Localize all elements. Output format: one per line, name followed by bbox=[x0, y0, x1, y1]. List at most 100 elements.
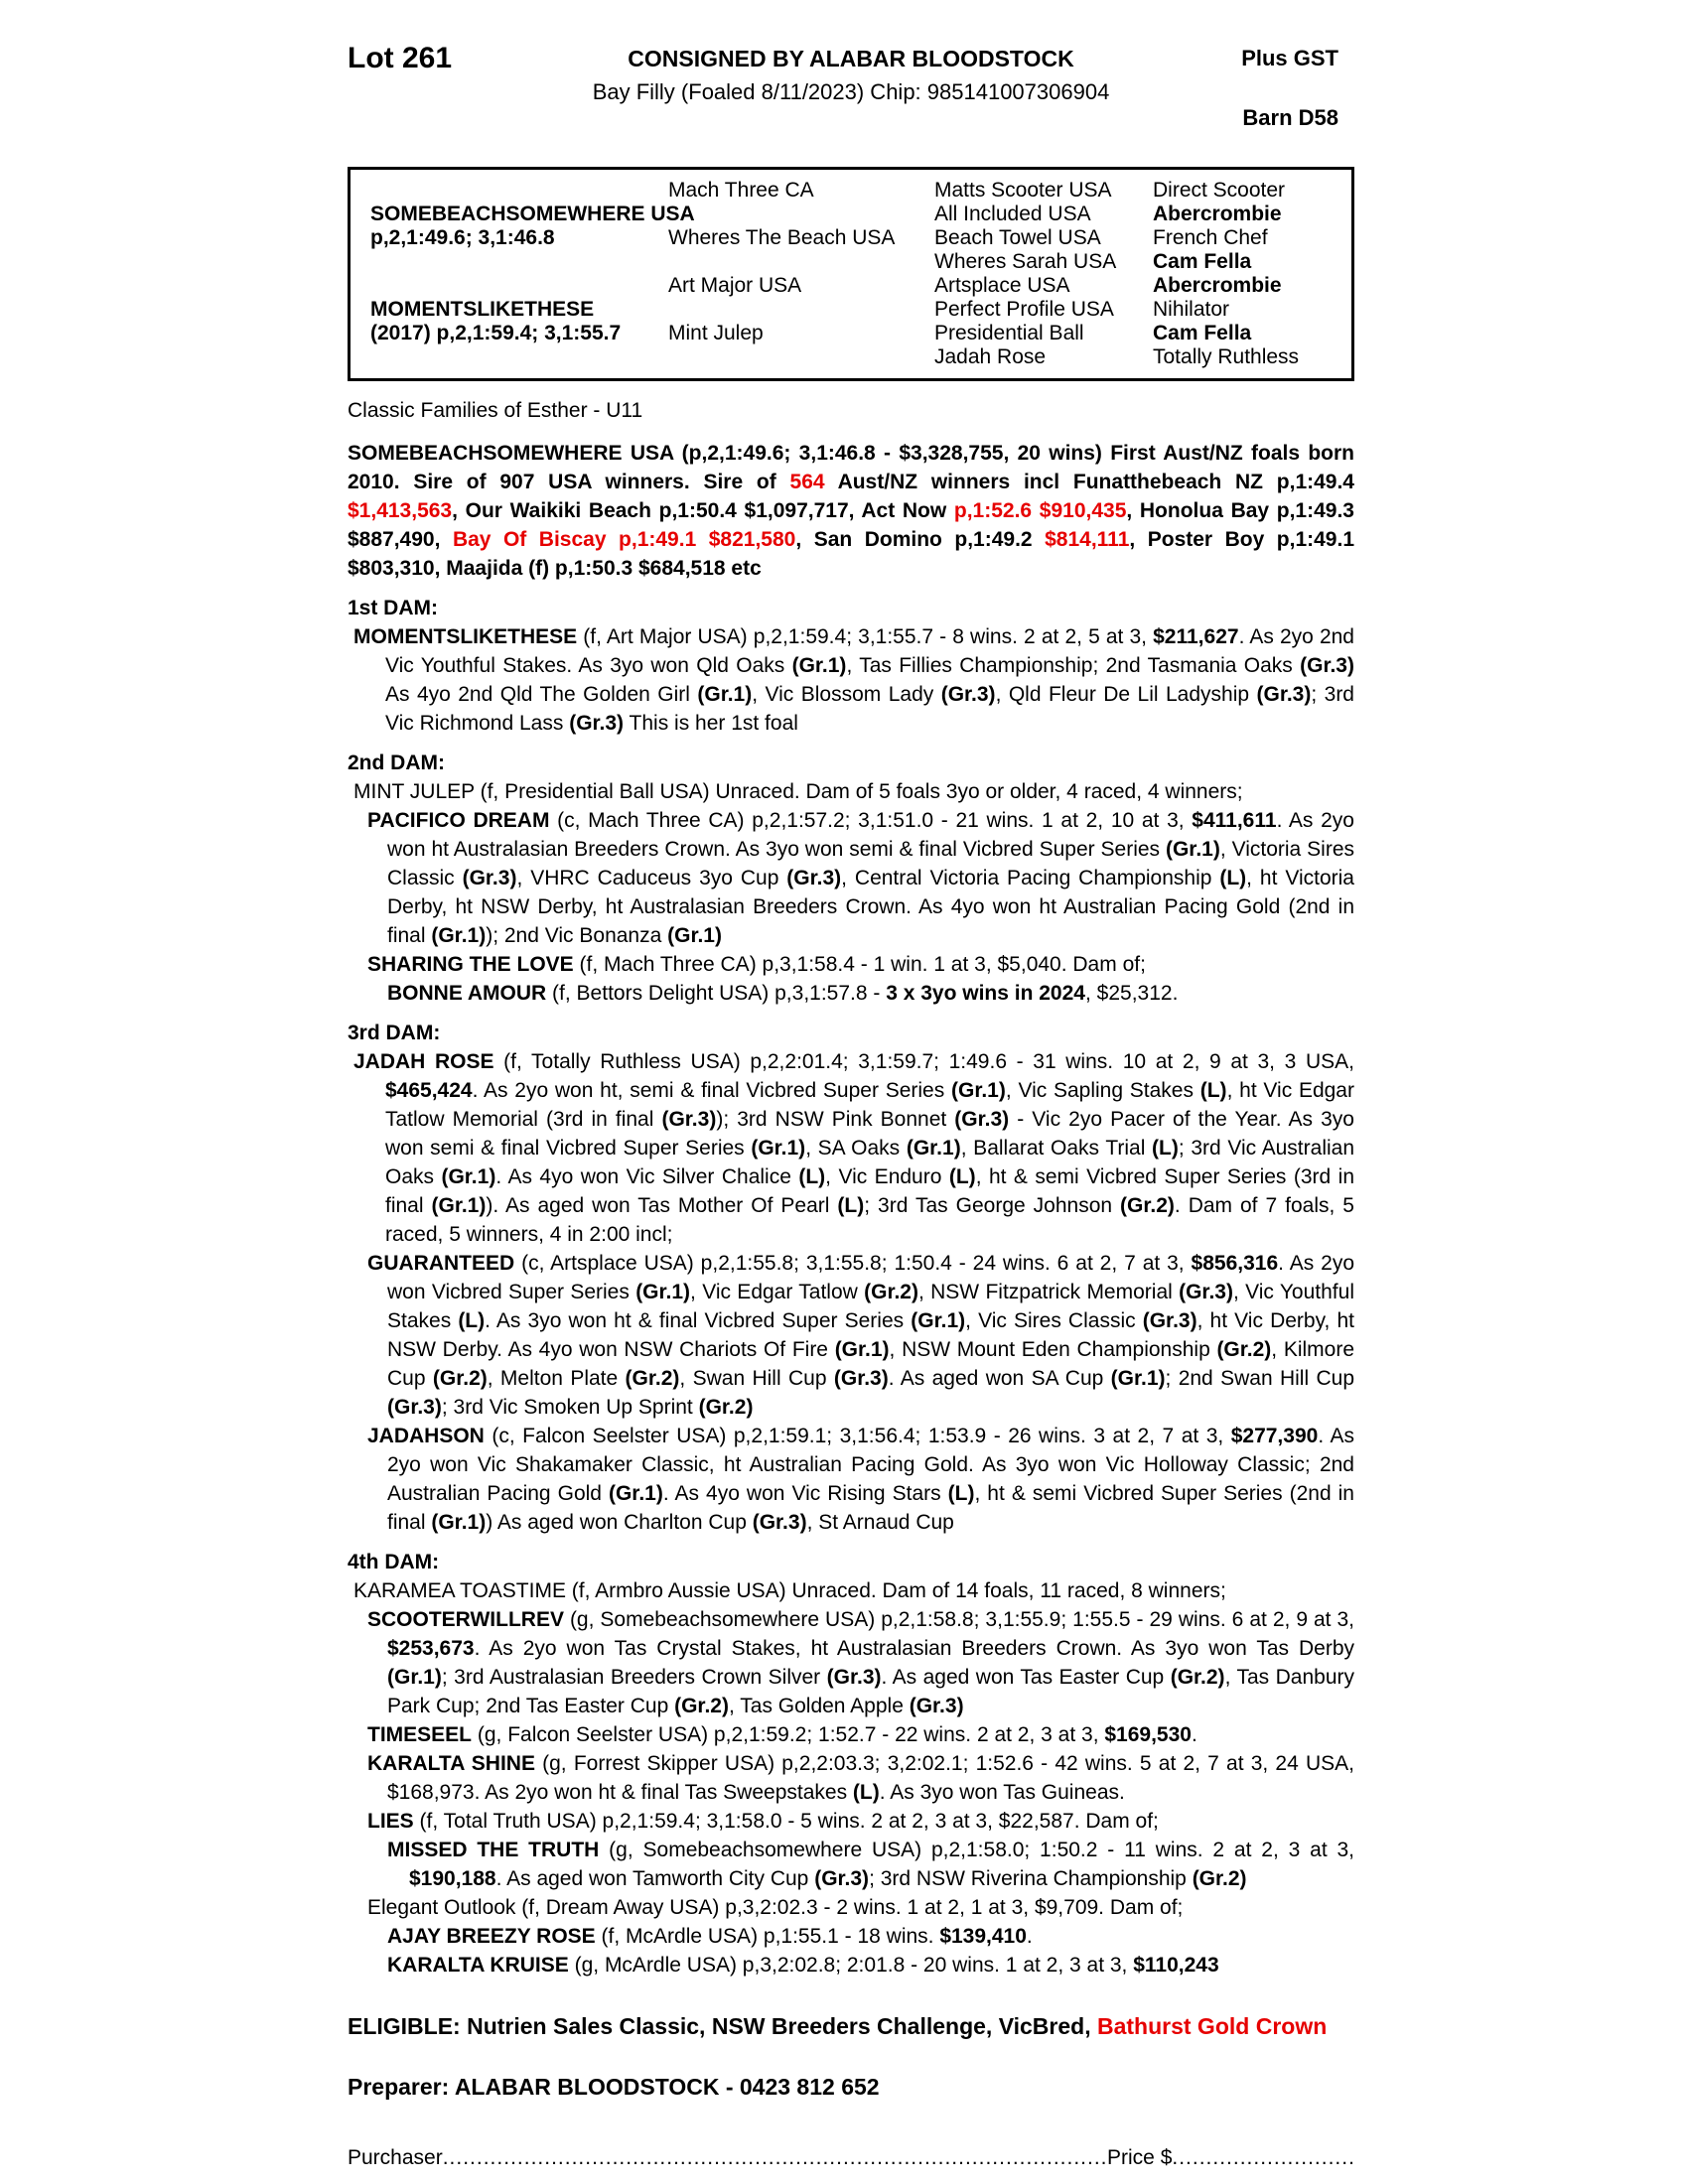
text-segment: ; 3rd Tas George Johnson bbox=[864, 1194, 1121, 1217]
text-segment: , St Arnaud Cup bbox=[806, 1511, 954, 1534]
pedigree-cell: Jadah Rose bbox=[934, 345, 1047, 368]
text-segment: . As 2yo won ht, semi & final Vicbred Su… bbox=[472, 1079, 951, 1102]
text-segment: , Our Waikiki Beach p,1:50.4 $1,097,717,… bbox=[452, 499, 954, 522]
text-segment: (Gr.3) bbox=[569, 712, 625, 735]
pedigree-cell: Artsplace USA bbox=[934, 274, 1070, 297]
text-segment: This is her 1st foal bbox=[624, 712, 798, 735]
text-segment: (L) bbox=[1219, 867, 1247, 889]
text-segment: , ht & semi Vicbred Super Series (2nd in… bbox=[387, 1482, 1354, 1534]
text-segment: (c, Falcon Seelster USA) p,2,1:59.1; 3,1… bbox=[484, 1425, 1231, 1447]
text-segment: (Gr.1) bbox=[667, 924, 722, 947]
text-segment: $211,627 bbox=[1153, 625, 1239, 648]
text-segment: , Tas Golden Apple bbox=[728, 1695, 910, 1717]
pedigree-cell: SOMEBEACHSOMEWHERE USA bbox=[370, 203, 695, 225]
text-segment: , Qld Fleur De Lil Ladyship bbox=[995, 683, 1257, 706]
text-segment: . As aged won SA Cup bbox=[888, 1367, 1111, 1390]
text-segment: ; 3rd NSW Riverina Championship bbox=[869, 1867, 1193, 1890]
text-segment: ; 2nd Swan Hill Cup bbox=[1165, 1367, 1355, 1390]
price-dotted-line: ........................................… bbox=[1172, 2146, 1354, 2169]
horse-entry: MOMENTSLIKETHESE (f, Art Major USA) p,2,… bbox=[348, 622, 1354, 738]
horse-entry: JADAH ROSE (f, Totally Ruthless USA) p,2… bbox=[348, 1047, 1354, 1249]
price-label: Price $ bbox=[1107, 2146, 1173, 2169]
text-segment: p,1:52.6 $910,435 bbox=[953, 499, 1127, 522]
horse-entry: GUARANTEED (c, Artsplace USA) p,2,1:55.8… bbox=[348, 1249, 1354, 1422]
text-segment: (Gr.1) bbox=[608, 1482, 663, 1505]
dam-heading: 1st DAM: bbox=[348, 597, 439, 619]
text-segment: (Gr.2) bbox=[1192, 1867, 1247, 1890]
text-segment: Aust/NZ winners incl Funatthebeach NZ p,… bbox=[824, 471, 1354, 493]
horse-entry: SHARING THE LOVE (f, Mach Three CA) p,3,… bbox=[348, 950, 1354, 979]
text-segment: 3 x 3yo wins in 2024 bbox=[886, 982, 1085, 1005]
pedigree-cell: Beach Towel USA bbox=[934, 226, 1101, 249]
text-segment: ; 3rd Vic Smoken Up Sprint bbox=[441, 1396, 699, 1419]
text-segment: . Dam of 7 foals, 5 raced, 5 winners, 4 … bbox=[385, 1194, 1354, 1246]
text-segment: (f, McArdle USA) p,1:55.1 - 18 wins. bbox=[595, 1925, 940, 1948]
text-segment: , Swan Hill Cup bbox=[679, 1367, 834, 1390]
text-segment: TIMESEEL bbox=[367, 1723, 473, 1746]
pedigree-cell: Totally Ruthless bbox=[1153, 345, 1300, 368]
text-segment: (Gr.3) bbox=[1179, 1281, 1233, 1303]
pedigree-cell-empty bbox=[668, 298, 934, 322]
text-segment: (Gr.2) bbox=[674, 1695, 729, 1717]
text-segment: (Gr.1) bbox=[387, 1666, 442, 1689]
text-segment: PACIFICO DREAM bbox=[367, 809, 550, 832]
text-segment: JADAHSON bbox=[367, 1425, 485, 1447]
pedigree-cell: MOMENTSLIKETHESE bbox=[370, 298, 595, 321]
pedigree-table-grid: Mach Three CA Matts Scooter USA Direct Sco… bbox=[370, 179, 1345, 369]
text-segment: (Gr.1) bbox=[951, 1079, 1006, 1102]
text-segment: (f, Art Major USA) p,2,1:59.4; 3,1:55.7 … bbox=[577, 625, 1154, 648]
text-segment: , SA Oaks bbox=[805, 1137, 907, 1160]
text-segment: $253,673 bbox=[387, 1637, 475, 1660]
header-center: CONSIGNED BY ALABAR BLOODSTOCK Bay Filly… bbox=[348, 40, 1354, 105]
text-segment: (Gr.3) bbox=[752, 1511, 807, 1534]
text-segment: , Vic Sires Classic bbox=[965, 1309, 1143, 1332]
text-segment: (g, Somebeachsomewhere USA) p,2,1:58.0; … bbox=[599, 1839, 1354, 1861]
pedigree-cell: Abercrombie bbox=[1153, 274, 1282, 297]
horse-entry: JADAHSON (c, Falcon Seelster USA) p,2,1:… bbox=[348, 1422, 1354, 1537]
text-segment: MINT JULEP (f, Presidential Ball USA) Un… bbox=[353, 780, 1243, 803]
text-segment: KARALTA SHINE bbox=[367, 1752, 535, 1775]
text-segment: (Gr.1) bbox=[635, 1281, 691, 1303]
text-segment: , $25,312. bbox=[1084, 982, 1179, 1005]
text-segment: ) As aged won Charlton Cup bbox=[486, 1511, 753, 1534]
text-segment: (Gr.3) bbox=[661, 1108, 717, 1131]
text-segment: $814,111 bbox=[1045, 528, 1130, 551]
text-segment: , ht Vic Derby, ht NSW Derby. As 4yo won… bbox=[387, 1309, 1354, 1361]
text-segment: ; 3rd Vic Australian Oaks bbox=[385, 1137, 1355, 1188]
text-segment: AJAY BREEZY ROSE bbox=[387, 1925, 596, 1948]
text-segment: $190,188 bbox=[409, 1867, 496, 1890]
pedigree-table: Mach Three CA Matts Scooter USA Direct Sco… bbox=[348, 167, 1354, 381]
family-line: Classic Families of Esther - U11 bbox=[348, 399, 643, 422]
text-segment: (Gr.3) bbox=[909, 1695, 964, 1717]
text-segment: . As 4yo won Vic Rising Stars bbox=[662, 1482, 948, 1505]
text-segment: ; 3rd Vic Richmond Lass bbox=[385, 683, 1354, 735]
horse-entry: KARAMEA TOASTIME (f, Armbro Aussie USA) … bbox=[348, 1576, 1354, 1605]
text-segment: , ht & semi Vicbred Super Series (3rd in… bbox=[385, 1165, 1354, 1217]
pedigree-cell-empty bbox=[668, 250, 934, 274]
text-segment: , Vic Sapling Stakes bbox=[1005, 1079, 1200, 1102]
text-segment: (L) bbox=[947, 1482, 975, 1505]
text-segment: (f, Bettors Delight USA) p,3,1:57.8 - bbox=[546, 982, 887, 1005]
pedigree-cell: French Chef bbox=[1153, 226, 1268, 249]
horse-entry: AJAY BREEZY ROSE (f, McArdle USA) p,1:55… bbox=[348, 1922, 1354, 1951]
text-segment: , VHRC Caduceus 3yo Cup bbox=[516, 867, 787, 889]
text-segment: (Gr.3) bbox=[462, 867, 517, 889]
preparer-line: Preparer: ALABAR BLOODSTOCK - 0423 812 6… bbox=[348, 2074, 880, 2100]
text-segment: , Melton Plate bbox=[487, 1367, 626, 1390]
text-segment: $856,316 bbox=[1191, 1252, 1279, 1275]
pedigree-cell: Mint Julep bbox=[668, 322, 764, 344]
text-segment: , Poster Boy p,1:49.1 $803,310, Maajida … bbox=[348, 528, 1354, 580]
text-segment: . bbox=[1191, 1723, 1197, 1746]
text-segment: , NSW Mount Eden Championship bbox=[889, 1338, 1217, 1361]
consignor-title: CONSIGNED BY ALABAR BLOODSTOCK bbox=[628, 46, 1074, 71]
text-segment: (Gr.1) bbox=[906, 1137, 961, 1160]
text-segment: ; 3rd Australasian Breeders Crown Silver bbox=[441, 1666, 827, 1689]
text-segment: (Gr.1) bbox=[1165, 838, 1220, 861]
horse-entry: KARALTA KRUISE (g, McArdle USA) p,3,2:02… bbox=[348, 1951, 1354, 1979]
pedigree-cell: Presidential Ball bbox=[934, 322, 1084, 344]
text-segment: , Ballarat Oaks Trial bbox=[960, 1137, 1153, 1160]
text-segment: (Gr.3) bbox=[833, 1367, 889, 1390]
text-segment: . As 2yo won Vicbred Super Series bbox=[387, 1252, 1354, 1303]
text-segment: SCOOTERWILLREV bbox=[367, 1608, 564, 1631]
